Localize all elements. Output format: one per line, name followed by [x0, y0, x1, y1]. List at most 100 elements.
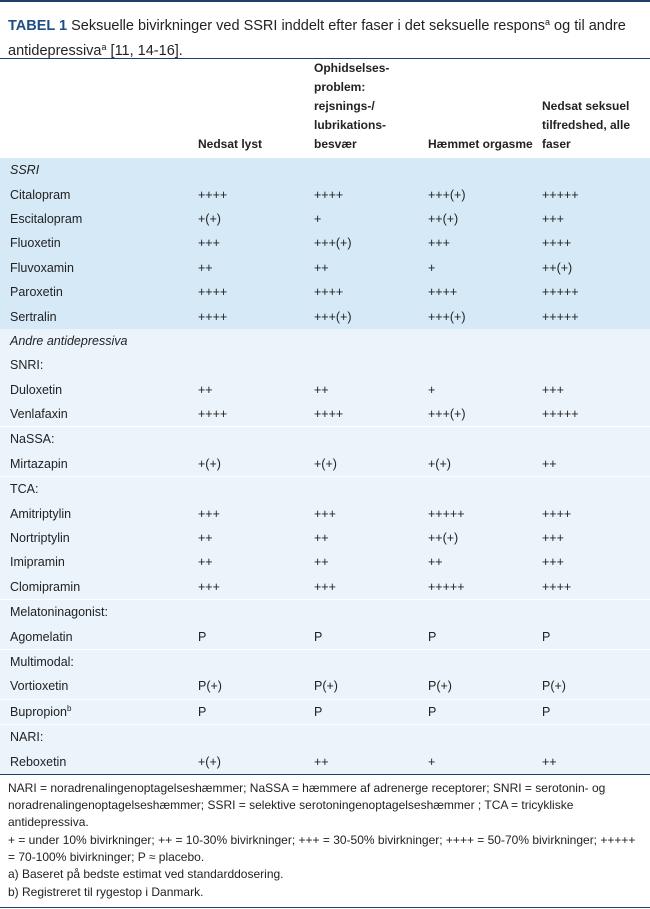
table-row: Bupropionb P P P P	[0, 698, 650, 725]
value-cell: +++++	[538, 182, 650, 207]
value-cell: +++++	[538, 304, 650, 329]
header-arousal-problem: Ophidselses-problem: rejsnings-/ lubrika…	[310, 59, 424, 158]
header-rule	[0, 58, 650, 59]
value-cell: +	[424, 377, 538, 402]
value-cell	[194, 476, 310, 502]
section-row-ssri: SSRI	[0, 158, 650, 183]
drug-name-text: Multimodal:	[10, 655, 74, 669]
caption-text-1: Seksuelle bivirkninger ved SSRI inddelt …	[71, 18, 546, 34]
drug-name: Reboxetin	[0, 749, 194, 774]
value-cell: +++	[194, 501, 310, 526]
drug-name: Mirtazapin	[0, 451, 194, 477]
table-row: Vortioxetin P(+) P(+) P(+) P(+)	[0, 674, 650, 700]
value-cell: ++++	[194, 279, 310, 305]
end-rule	[0, 906, 650, 908]
value-cell: ++++	[194, 182, 310, 207]
value-cell	[538, 426, 650, 452]
drug-name: Imipramin	[0, 550, 194, 575]
drug-name-text: Reboxetin	[10, 754, 67, 769]
value-cell	[424, 353, 538, 378]
drug-name: Venlafaxin	[0, 401, 194, 427]
value-cell	[538, 648, 650, 675]
value-cell: +++	[310, 574, 424, 600]
drug-name: Vortioxetin	[0, 674, 194, 700]
value-cell: ++	[310, 749, 424, 774]
group-label: Melatoninagonist:	[0, 599, 194, 625]
value-cell	[424, 648, 538, 675]
value-cell	[194, 648, 310, 675]
value-cell: +(+)	[194, 451, 310, 477]
drug-name-text: Fluoxetin	[10, 236, 61, 251]
drug-name-text: NaSSA:	[10, 432, 55, 447]
value-cell: ++(+)	[424, 206, 538, 232]
drug-name: Duloxetin	[0, 377, 194, 402]
value-cell: +++	[538, 550, 650, 575]
group-header-row: Multimodal:	[0, 648, 650, 675]
value-cell: +	[424, 749, 538, 774]
value-cell: +++++	[538, 279, 650, 305]
section-label-ssri: SSRI	[0, 158, 650, 183]
value-cell: +++(+)	[310, 231, 424, 256]
drug-name-text: Clomipramin	[10, 579, 81, 594]
value-cell: ++	[310, 377, 424, 402]
value-cell: +++	[538, 525, 650, 551]
value-cell: P	[310, 698, 424, 725]
group-label: NARI:	[0, 723, 194, 750]
value-cell: +(+)	[310, 451, 424, 477]
value-cell: ++++	[194, 304, 310, 329]
header-inhibited-orgasm: Hæmmet orgasme	[424, 59, 538, 158]
side-effects-table: Nedsat lyst Ophidselses-problem: rejsnin…	[0, 59, 650, 774]
drug-name-text: Bupropion	[10, 705, 67, 720]
drug-name-text: Venlafaxin	[10, 407, 68, 422]
value-cell: +++(+)	[310, 304, 424, 329]
drug-name: Paroxetin	[0, 279, 194, 305]
caption-text-3: [11, 14-16].	[106, 43, 183, 59]
value-cell: ++	[194, 550, 310, 575]
value-cell: +(+)	[194, 206, 310, 232]
drug-name-text: Vortioxetin	[10, 679, 69, 694]
table-caption: TABEL 1 Seksuelle bivirkninger ved SSRI i…	[0, 2, 650, 59]
header-drug	[0, 59, 194, 158]
value-cell: ++	[194, 255, 310, 280]
value-cell	[538, 353, 650, 378]
value-cell: ++++	[194, 401, 310, 427]
value-cell: ++++	[310, 182, 424, 207]
value-cell	[310, 723, 424, 750]
value-cell: P(+)	[194, 674, 310, 700]
table-row: Clomipramin +++ +++ +++++ ++++	[0, 574, 650, 600]
value-cell: +	[310, 206, 424, 232]
value-cell	[424, 723, 538, 750]
table-label: TABEL 1	[8, 18, 68, 34]
value-cell: ++(+)	[538, 255, 650, 280]
top-rule	[0, 0, 650, 2]
table-row: Fluoxetin +++ +++(+) +++ ++++	[0, 231, 650, 256]
drug-name-text: Agomelatin	[10, 629, 73, 644]
drug-name-text: Fluvoxamin	[10, 260, 74, 275]
table-row: Mirtazapin +(+) +(+) +(+) ++	[0, 451, 650, 477]
drug-name: Fluoxetin	[0, 231, 194, 256]
group-label: Multimodal:	[0, 648, 194, 675]
value-cell: ++	[538, 749, 650, 774]
value-cell: ++++	[424, 279, 538, 305]
value-cell	[310, 476, 424, 502]
note-a: a) Baseret på bedste estimat ved standar…	[8, 867, 284, 882]
group-label: TCA:	[0, 476, 194, 502]
value-cell: P	[310, 624, 424, 650]
header-reduced-desire: Nedsat lyst	[194, 59, 310, 158]
drug-name-text: NARI:	[10, 730, 44, 745]
caption-text-2: og til andre antidepressiva	[8, 18, 626, 59]
drug-name-text: TCA:	[10, 482, 39, 497]
caption-footnote-a-1: a	[545, 17, 551, 27]
value-cell: +++++	[424, 574, 538, 600]
drug-name-text: Paroxetin	[10, 285, 63, 300]
table-row: Fluvoxamin ++ ++ + ++(+)	[0, 255, 650, 280]
value-cell	[194, 426, 310, 452]
value-cell: ++	[194, 525, 310, 551]
value-cell: ++++	[538, 574, 650, 600]
table-row: Escitalopram +(+) + ++(+) +++	[0, 206, 650, 232]
value-cell: +++(+)	[424, 401, 538, 427]
drug-name-text: Nortriptylin	[10, 531, 70, 546]
value-cell: +	[424, 255, 538, 280]
value-cell: +++	[194, 574, 310, 600]
value-cell: +++(+)	[424, 182, 538, 207]
